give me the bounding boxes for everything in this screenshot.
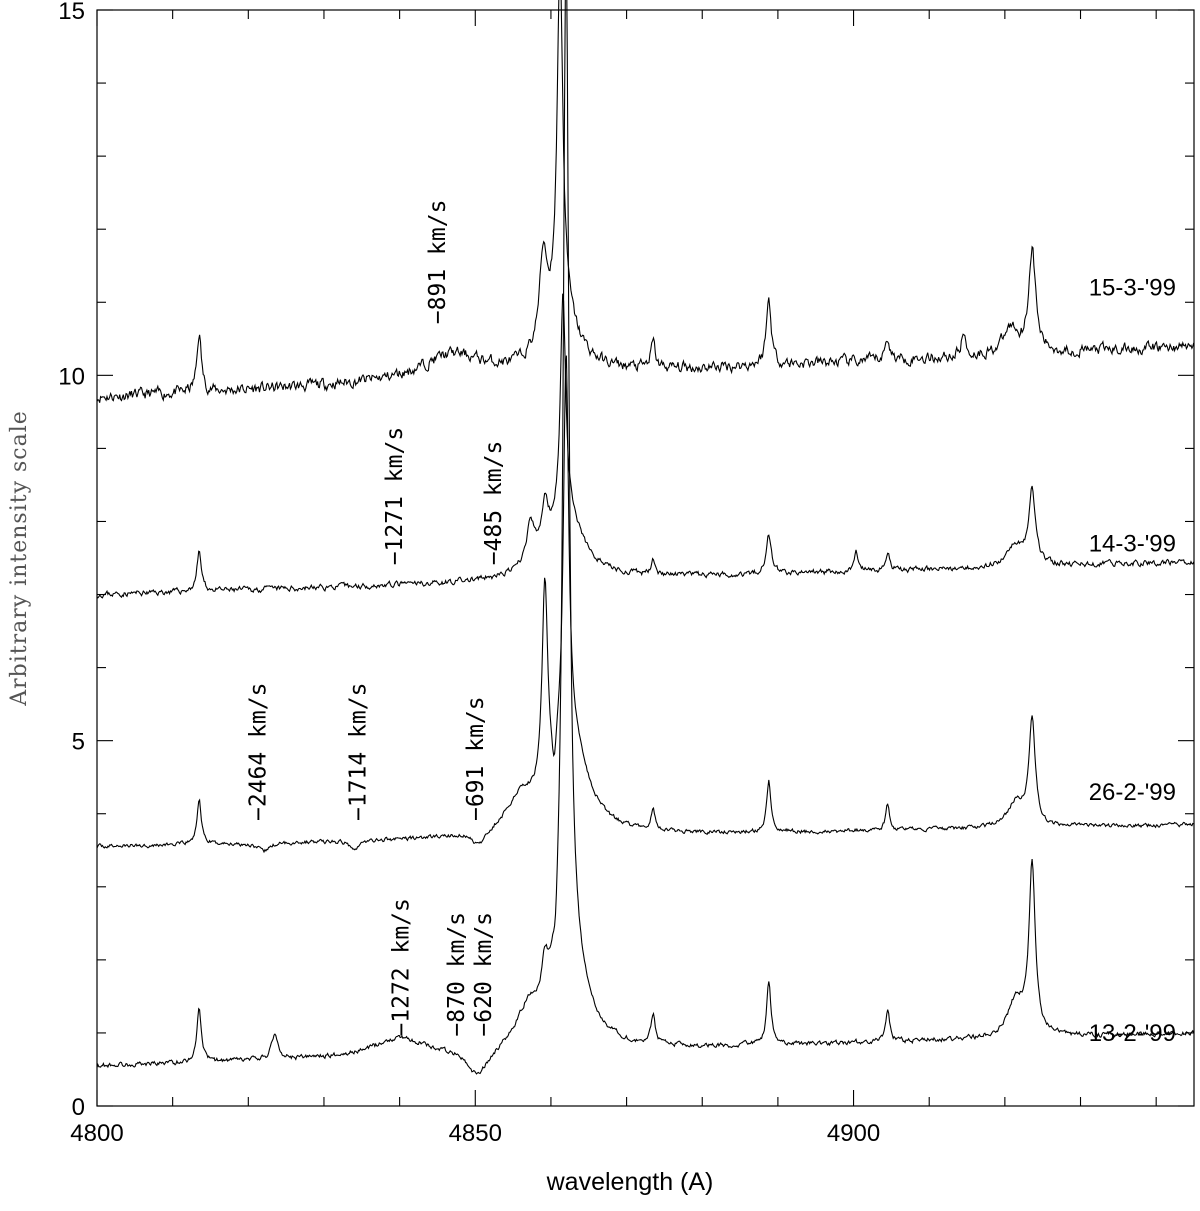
y-tick-label: 15 — [58, 0, 85, 25]
velocity-annotation: −1714 km/s — [346, 683, 372, 821]
spectrum-line — [96, 293, 1195, 599]
series-label: 26-2-'99 — [1089, 779, 1176, 806]
velocity-annotation: −691 km/s — [463, 696, 489, 821]
series-label: 13-2-'99 — [1089, 1020, 1176, 1047]
x-tick-label: 4900 — [827, 1120, 880, 1147]
y-axis-title: Arbitrary intensity scale — [7, 410, 32, 707]
velocity-annotation: −620 km/s — [471, 912, 497, 1037]
velocity-annotation: −870 km/s — [444, 912, 470, 1037]
velocity-annotation: −485 km/s — [481, 441, 507, 566]
series-label: 14-3-'99 — [1089, 530, 1176, 557]
spectrum-line — [96, 0, 1195, 403]
plot-frame — [96, 9, 1195, 1107]
velocity-annotation: −1271 km/s — [382, 427, 408, 565]
axis-ticks: 4800 4850 4900 0 5 10 15 — [58, 0, 1194, 1147]
spectrum-line — [96, 0, 1195, 1075]
y-tick-label: 10 — [58, 363, 85, 390]
velocity-annotation: −1272 km/s — [389, 898, 415, 1036]
series-label: 15-3-'99 — [1089, 275, 1176, 302]
x-tick-label: 4800 — [70, 1120, 123, 1147]
x-axis-title: wavelength (A) — [546, 1168, 714, 1196]
spectrum-line — [96, 355, 1194, 854]
series-labels: 15-3-'99 14-3-'99 26-2-'99 13-2-'99 — [1089, 275, 1176, 1047]
y-tick-label: 5 — [72, 729, 85, 756]
y-tick-label: 0 — [72, 1094, 85, 1121]
velocity-annotation: −891 km/s — [425, 200, 451, 325]
x-tick-label: 4850 — [449, 1120, 502, 1147]
spectrum-traces — [96, 0, 1195, 1075]
velocity-annotations: −891 km/s −1271 km/s −485 km/s −2464 km/s −1… — [246, 200, 507, 1037]
velocity-annotation: −2464 km/s — [246, 683, 272, 821]
